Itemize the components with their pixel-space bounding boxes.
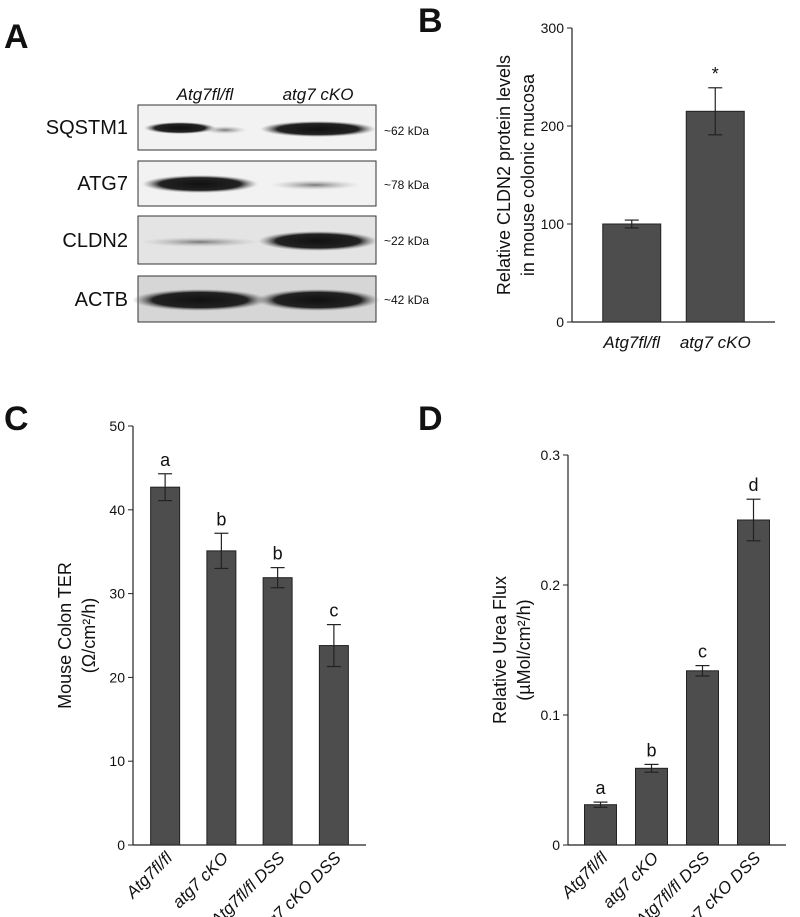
y-tick-label: 40 xyxy=(109,502,125,518)
x-tick-label: Atg7fl/fl xyxy=(122,848,177,903)
bar xyxy=(262,577,293,846)
panel-label: D xyxy=(418,400,443,438)
error-bar xyxy=(270,567,285,589)
x-tick-label: Atg7fl/fl xyxy=(602,333,661,352)
western-blot: Atg7fl/fl atg7 cKO SQSTM1 ATG7 CLDN2 ACT… xyxy=(46,85,429,323)
error-bar xyxy=(158,473,173,502)
size-label: ~78 kDa xyxy=(384,178,429,192)
y-axis-label: Relative CLDN2 protein levels xyxy=(494,55,514,295)
error-bar xyxy=(593,801,608,808)
y-axis-label: Mouse Colon TER xyxy=(55,562,75,709)
size-label: ~62 kDa xyxy=(384,124,429,138)
bar xyxy=(318,645,349,846)
protein-label: CLDN2 xyxy=(62,230,128,252)
y-tick-label: 20 xyxy=(109,669,125,685)
y-axis-label: (Ω/cm²/h) xyxy=(79,598,99,673)
band xyxy=(132,289,268,311)
bar-chart: 0 0.1 0.2 0.3 Relative Urea Flux (µMol/cm²/h)… xyxy=(490,447,786,917)
bar xyxy=(602,223,662,323)
bar xyxy=(150,486,181,846)
y-tick-label: 0.3 xyxy=(541,447,561,463)
x-tick-label: atg7 cKO xyxy=(680,333,751,352)
annotation: d xyxy=(748,475,758,495)
bar xyxy=(635,767,668,846)
panel-label: C xyxy=(4,400,29,438)
band xyxy=(256,289,380,311)
error-bar xyxy=(624,219,639,229)
protein-label: ACTB xyxy=(75,289,128,311)
band xyxy=(270,180,360,190)
column-header: atg7 cKO xyxy=(283,85,354,104)
annotation: c xyxy=(329,601,338,621)
annotation: b xyxy=(216,509,226,529)
y-axis-label: in mouse colonic mucosa xyxy=(518,73,538,276)
y-tick-label: 0 xyxy=(556,314,564,330)
annotation: a xyxy=(595,778,606,798)
band xyxy=(144,122,216,134)
y-tick-label: 100 xyxy=(541,216,565,232)
y-tick-label: 200 xyxy=(541,118,565,134)
band xyxy=(140,237,260,247)
y-tick-label: 50 xyxy=(109,418,125,434)
annotation: c xyxy=(698,642,707,662)
y-tick-label: 0.2 xyxy=(541,577,561,593)
y-tick-label: 10 xyxy=(109,753,125,769)
band xyxy=(142,175,258,193)
band xyxy=(203,126,247,134)
bar xyxy=(685,110,745,323)
error-bar xyxy=(746,498,761,542)
bar-chart: 0 100 200 300 Relative CLDN2 protein levels i… xyxy=(494,20,775,352)
column-header: Atg7fl/fl xyxy=(176,85,235,104)
size-label: ~22 kDa xyxy=(384,234,429,248)
annotation: b xyxy=(273,544,283,564)
bar xyxy=(686,670,719,846)
annotation: a xyxy=(160,450,171,470)
bar xyxy=(737,519,770,846)
y-tick-label: 0 xyxy=(117,837,125,853)
panel-label: A xyxy=(4,18,29,56)
annotation: b xyxy=(646,740,656,760)
protein-label: ATG7 xyxy=(77,173,128,195)
panel-label: B xyxy=(418,2,443,40)
error-bar xyxy=(644,763,659,773)
annotation: * xyxy=(712,64,719,84)
y-tick-label: 300 xyxy=(541,20,565,36)
y-tick-label: 0.1 xyxy=(541,707,561,723)
bar xyxy=(206,550,237,846)
band xyxy=(258,231,378,251)
y-tick-label: 0 xyxy=(552,837,560,853)
bar xyxy=(584,804,617,846)
error-bar xyxy=(214,532,229,570)
y-axis-label: Relative Urea Flux xyxy=(490,576,510,724)
error-bar xyxy=(326,624,341,668)
error-bar xyxy=(708,87,723,136)
y-axis-label: (µMol/cm²/h) xyxy=(514,599,534,700)
y-tick-label: 30 xyxy=(109,586,125,602)
protein-label: SQSTM1 xyxy=(46,117,128,139)
bar-chart: 0 10 20 30 40 50 Mouse Colon TER (Ω/cm²/h) a Atg7… xyxy=(55,418,366,917)
band xyxy=(260,121,376,137)
size-label: ~42 kDa xyxy=(384,293,429,307)
error-bar xyxy=(695,664,710,677)
